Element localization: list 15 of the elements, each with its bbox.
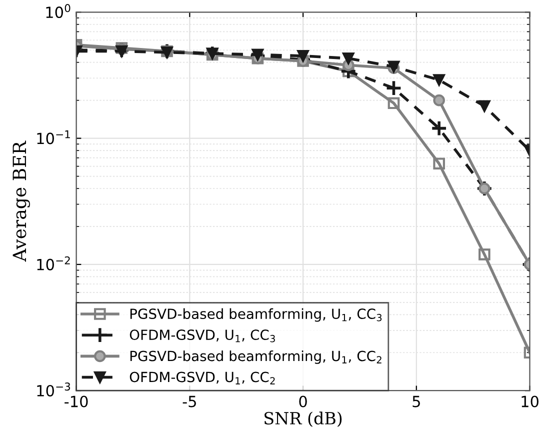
y-tick-label: 10$^{0}$ [46,4,70,18]
y-tick-label: 10$^{−1}$ [37,130,70,144]
y-axis-title: Average BER [12,140,30,262]
x-tick-label: 10 [522,396,538,408]
x-axis-title: SNR (dB) [264,412,342,427]
legend-label: OFDM-GSVD, U$_{1}$, CC$_{2}$ [130,372,275,384]
y-tick-label: 10$^{−3}$ [37,382,70,397]
x-tick-label: -5 [182,396,196,408]
legend-label: PGSVD-based beamforming, U$_{1}$, CC$_{2}$ [130,350,382,364]
y-tick-label: 10$^{−2}$ [37,256,70,270]
x-tick-label: 5 [412,396,420,408]
x-tick-label: -10 [64,396,88,408]
legend-label: OFDM-GSVD, U$_{1}$, CC$_{3}$ [130,330,275,342]
x-tick-label: 0 [299,396,307,408]
legend-label: PGSVD-based beamforming, U$_{1}$, CC$_{3}$ [130,308,382,322]
